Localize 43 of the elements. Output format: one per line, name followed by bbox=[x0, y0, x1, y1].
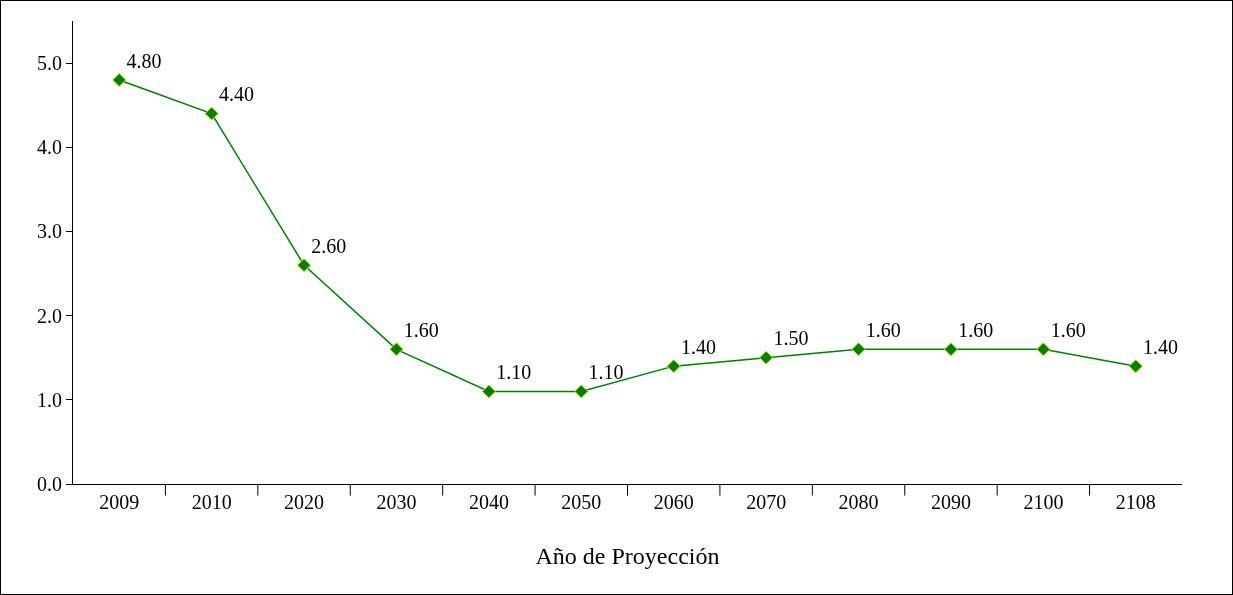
point bbox=[112, 72, 127, 87]
point bbox=[943, 342, 958, 357]
data-label: 4.80 bbox=[126, 49, 162, 72]
x-axis-title: Año de Proyección bbox=[535, 543, 720, 570]
y-tick-label: 5.0 bbox=[37, 52, 62, 75]
data-label: 1.10 bbox=[588, 361, 624, 384]
data-label: 1.10 bbox=[496, 361, 532, 384]
x-tick-label: 2020 bbox=[284, 491, 325, 513]
x-tick-label: 2090 bbox=[930, 491, 971, 513]
y-tick-label: 2.0 bbox=[37, 304, 62, 327]
data-label: 1.60 bbox=[958, 319, 994, 342]
point bbox=[1128, 359, 1143, 374]
data-label: 1.50 bbox=[773, 327, 809, 350]
point bbox=[759, 350, 774, 365]
y-tick-label: 4.0 bbox=[37, 136, 62, 159]
data-label: 1.40 bbox=[680, 335, 716, 358]
point bbox=[297, 258, 312, 273]
y-tick-label: 3.0 bbox=[37, 220, 62, 243]
y-tick-label: 0.0 bbox=[37, 473, 62, 495]
x-tick-label: 2060 bbox=[653, 491, 694, 513]
data-label: 1.40 bbox=[1143, 335, 1179, 358]
point bbox=[574, 384, 589, 399]
point bbox=[666, 359, 681, 374]
data-label: 1.60 bbox=[865, 319, 901, 342]
data-label: 2.60 bbox=[311, 234, 347, 257]
x-tick-label: 2030 bbox=[376, 491, 417, 513]
point bbox=[389, 342, 404, 357]
point bbox=[481, 384, 496, 399]
y-tick-label: 1.0 bbox=[37, 388, 62, 411]
x-tick-label: 2009 bbox=[99, 491, 140, 513]
x-tick-label: 2100 bbox=[1023, 491, 1064, 513]
x-tick-label: 2108 bbox=[1115, 491, 1156, 513]
x-tick-label: 2040 bbox=[468, 491, 509, 513]
point bbox=[851, 342, 866, 357]
point bbox=[1036, 342, 1051, 357]
x-tick-label: 2010 bbox=[191, 491, 232, 513]
x-tick-label: 2080 bbox=[838, 491, 879, 513]
x-tick-label: 2070 bbox=[746, 491, 787, 513]
data-label: 1.60 bbox=[1050, 319, 1086, 342]
data-label: 1.60 bbox=[403, 319, 439, 342]
point bbox=[204, 106, 219, 121]
data-label: 4.40 bbox=[218, 83, 254, 106]
x-tick-label: 2050 bbox=[561, 491, 602, 513]
